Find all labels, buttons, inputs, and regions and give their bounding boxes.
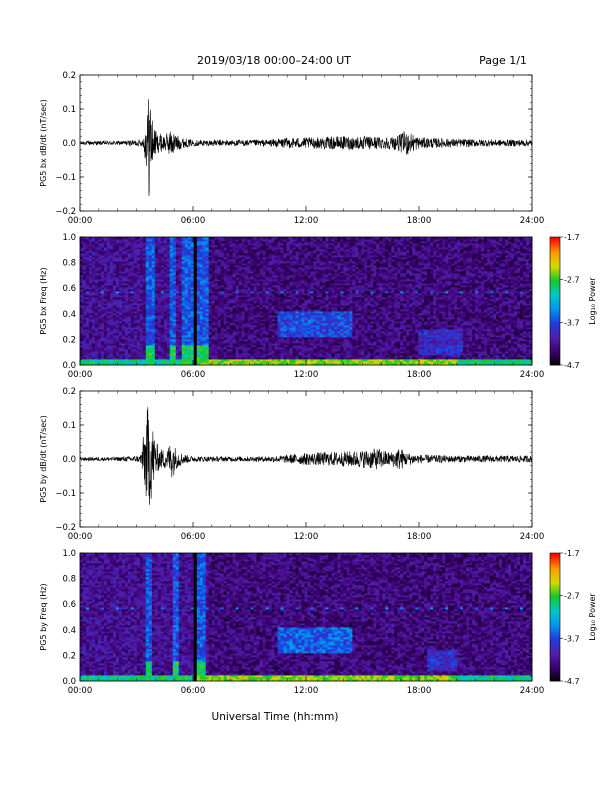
x-tick-label: 06:00 xyxy=(181,216,206,226)
waveform-series xyxy=(80,99,532,196)
page-title: 2019/03/18 00:00–24:00 UT xyxy=(197,54,351,67)
y-axis-label: PG5 bx dB/dt (nT/sec) xyxy=(39,99,48,186)
x-tick-label: 00:00 xyxy=(68,216,93,226)
page-number: Page 1/1 xyxy=(479,54,527,67)
y-tick-label: 0.0 xyxy=(62,139,76,149)
y-tick-label: −0.1 xyxy=(55,173,76,183)
x-tick-label: 18:00 xyxy=(407,216,432,226)
y-tick-label: 0.1 xyxy=(62,105,76,115)
x-tick-label: 12:00 xyxy=(294,216,319,226)
spectrogram-image xyxy=(80,237,532,365)
x-tick-label: 24:00 xyxy=(520,216,545,226)
y-tick-label: 0.2 xyxy=(62,71,76,81)
